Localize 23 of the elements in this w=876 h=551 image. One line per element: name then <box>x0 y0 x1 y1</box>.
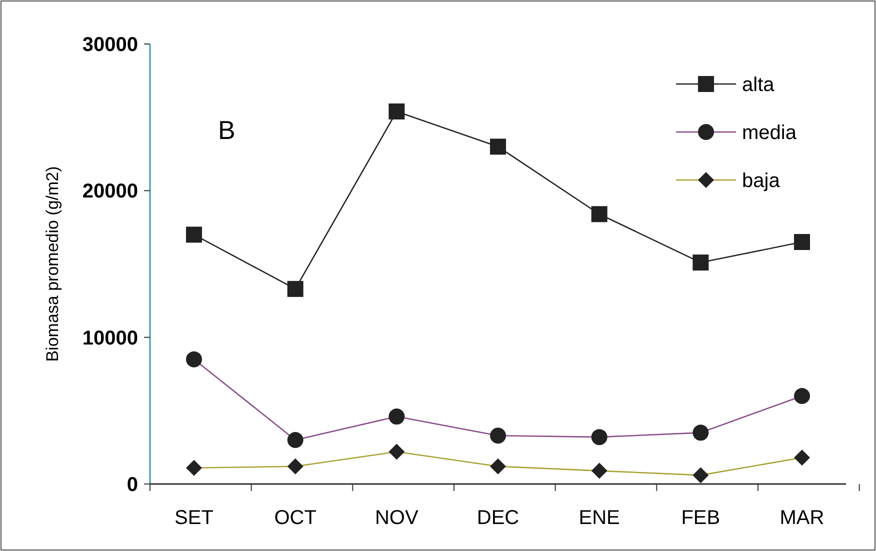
legend-label: media <box>742 122 798 144</box>
y-tick-label: 30000 <box>82 34 138 56</box>
annotation: B <box>218 115 236 145</box>
x-tick-label: FEB <box>681 507 720 529</box>
legend-label: baja <box>742 170 781 192</box>
point <box>490 138 506 155</box>
point <box>287 280 304 297</box>
x-tick-label: OCT <box>274 507 316 529</box>
x-tick-label: DEC <box>476 507 520 529</box>
point <box>794 234 810 250</box>
y-tick-label: 20000 <box>82 180 138 203</box>
legend-label: alta <box>742 74 776 96</box>
point <box>186 226 202 243</box>
x-tick-label: SET <box>174 507 214 529</box>
x-tick-label: NOV <box>374 507 419 529</box>
y-axis-title: Biomasa promedio (g/m2) <box>43 166 62 362</box>
point <box>388 103 405 120</box>
x-tick-label: MAR <box>780 507 824 529</box>
y-tick-label: 0 <box>126 474 138 496</box>
y-tick-label: 10000 <box>82 327 138 350</box>
x-tick-label: ENE <box>578 507 620 529</box>
point <box>591 206 608 222</box>
point <box>692 254 709 271</box>
